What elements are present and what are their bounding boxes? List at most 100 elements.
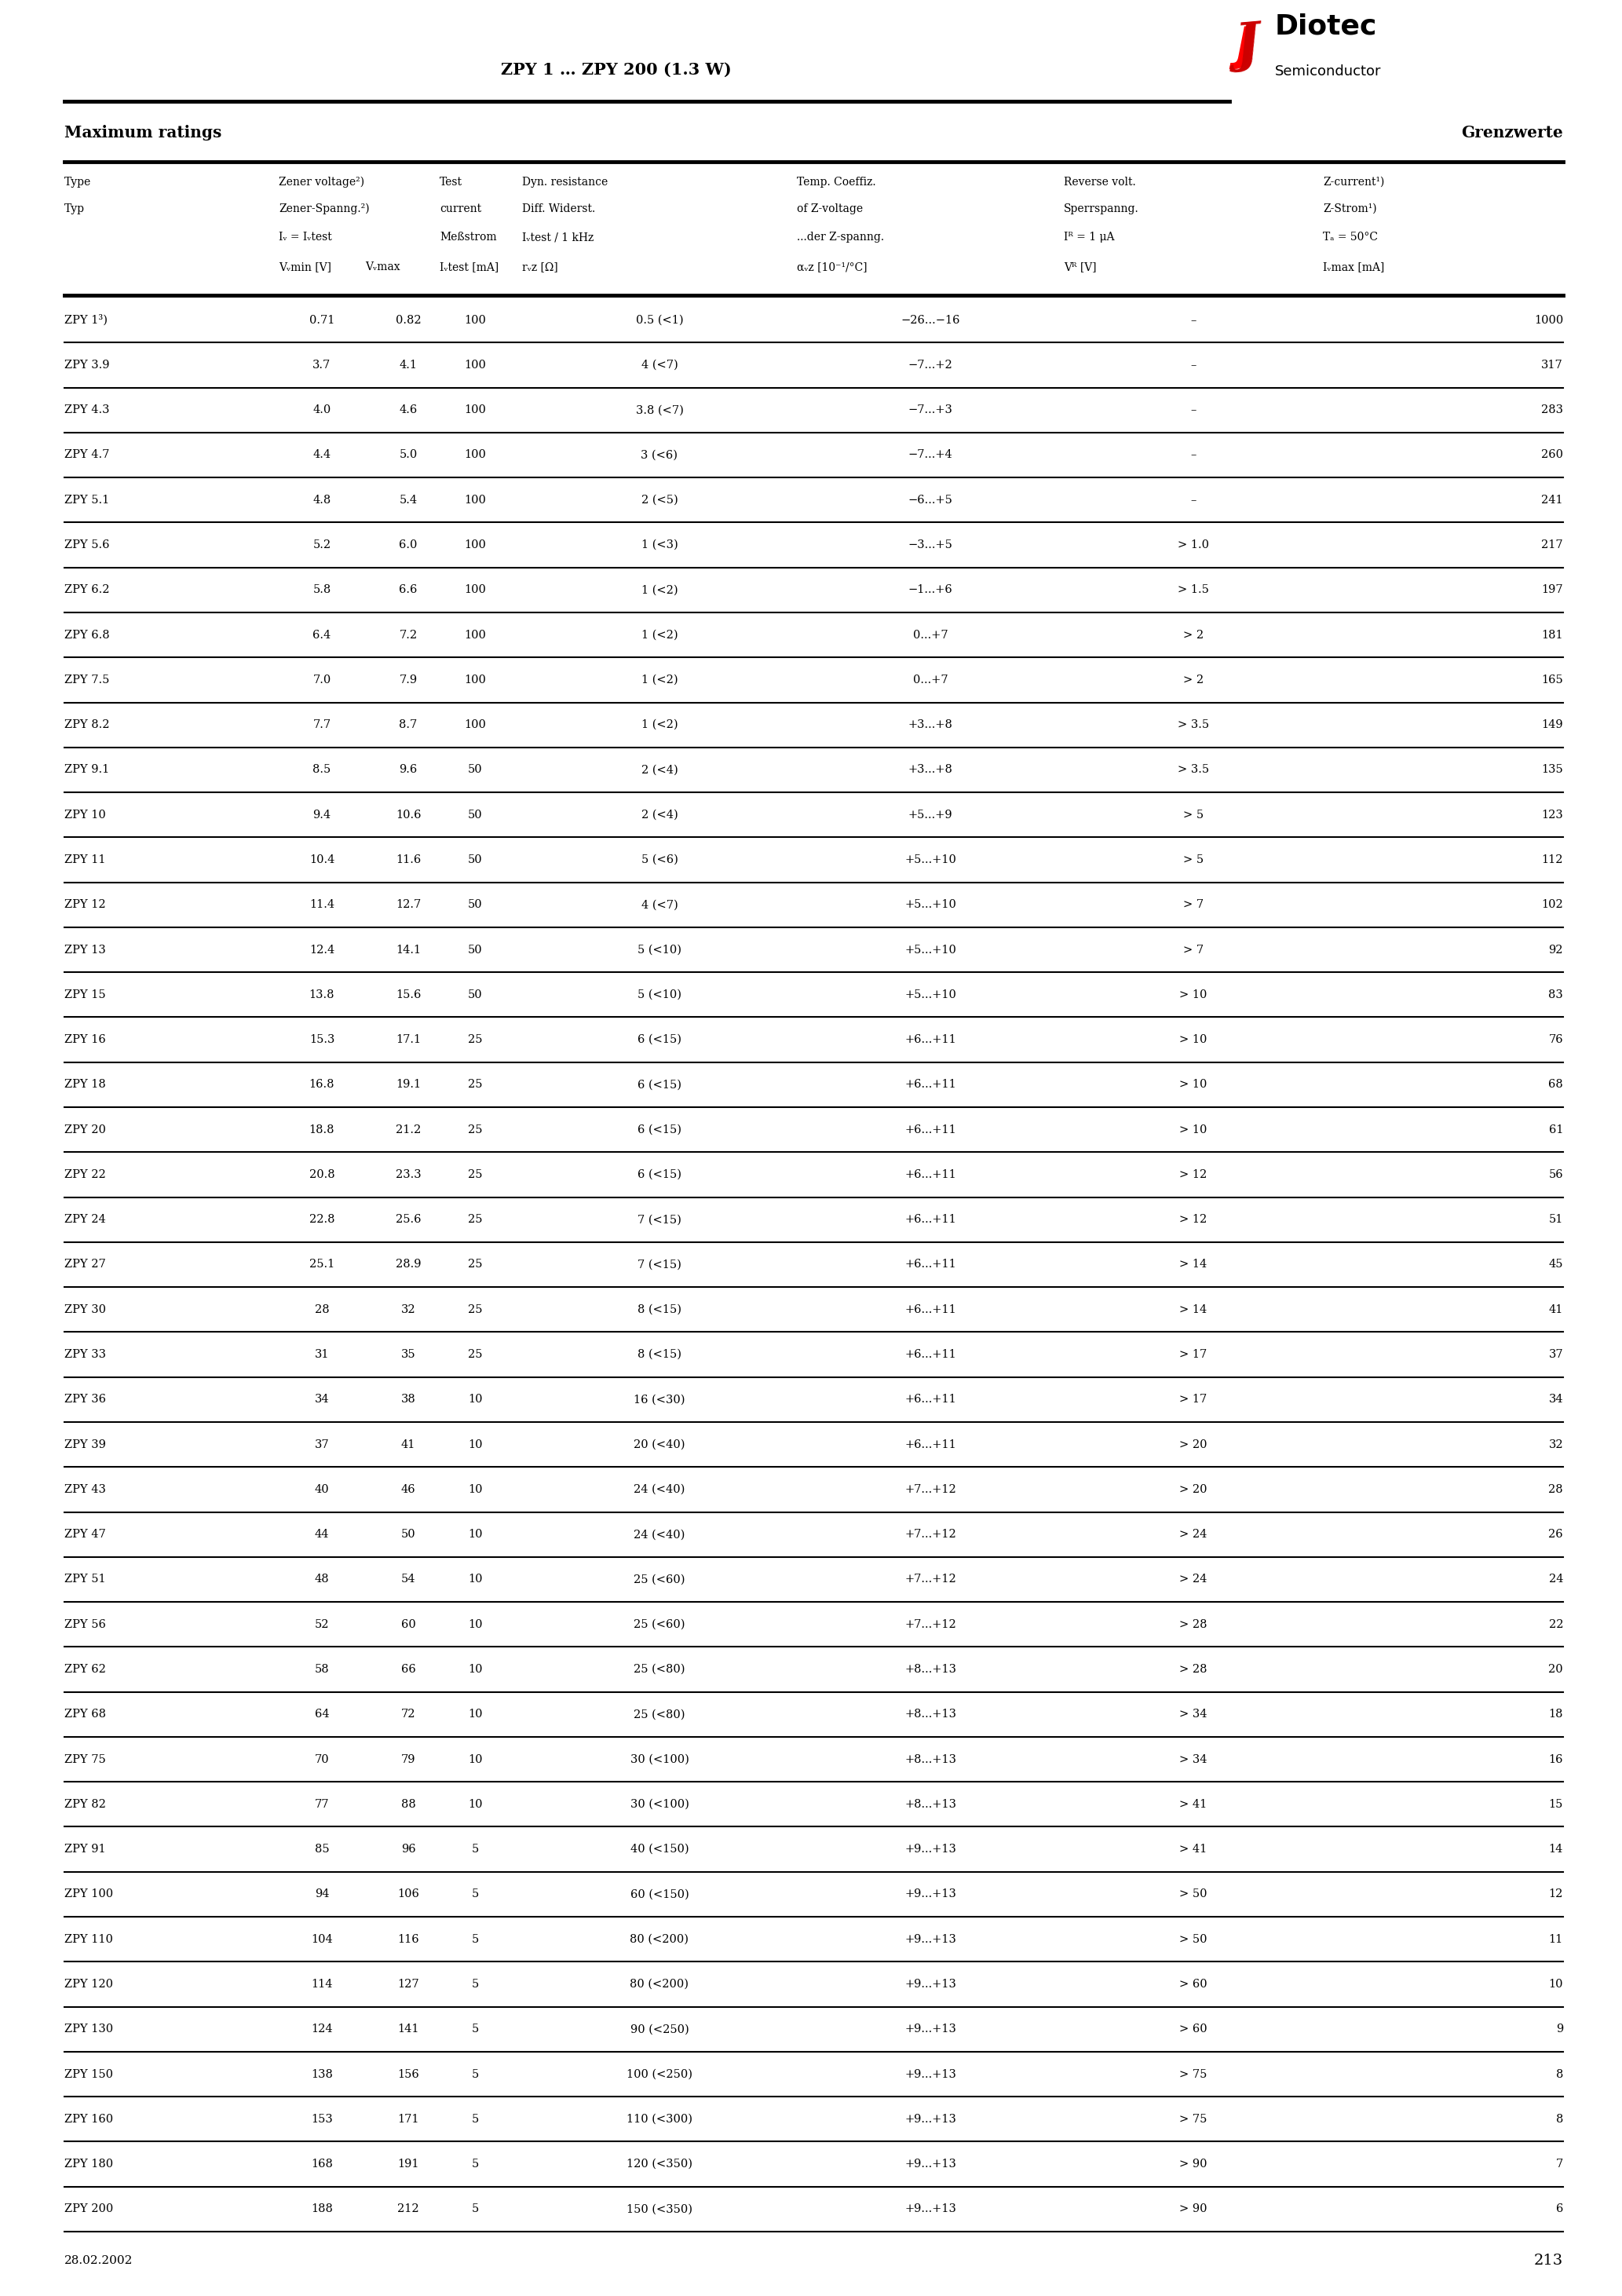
Text: Iᵥtest [mA]: Iᵥtest [mA] [440, 262, 498, 273]
Text: 25.1: 25.1 [310, 1258, 334, 1270]
Text: 19.1: 19.1 [396, 1079, 420, 1091]
Text: 10.6: 10.6 [396, 808, 422, 820]
Text: 8.5: 8.5 [313, 765, 331, 776]
Text: 10: 10 [467, 1798, 482, 1809]
Text: 123: 123 [1541, 808, 1564, 820]
Text: 5.2: 5.2 [313, 540, 331, 551]
Text: +5...+10: +5...+10 [905, 990, 957, 1001]
Text: 16 (<30): 16 (<30) [634, 1394, 684, 1405]
Text: 25 (<60): 25 (<60) [634, 1619, 684, 1630]
Text: > 60: > 60 [1179, 2023, 1207, 2034]
Text: > 10: > 10 [1179, 1033, 1207, 1045]
Text: 50: 50 [467, 765, 482, 776]
Text: 25: 25 [467, 1304, 482, 1316]
Text: 1 (<2): 1 (<2) [641, 629, 678, 641]
Text: 153: 153 [311, 2115, 333, 2124]
Text: 156: 156 [397, 2069, 418, 2080]
Text: 110 (<300): 110 (<300) [626, 2115, 693, 2124]
Text: 4.6: 4.6 [399, 404, 417, 416]
Text: 38: 38 [401, 1394, 415, 1405]
Text: > 75: > 75 [1179, 2069, 1207, 2080]
Text: 85: 85 [315, 1844, 329, 1855]
Text: 76: 76 [1549, 1033, 1564, 1045]
Text: 100: 100 [464, 629, 487, 641]
Text: 1 (<2): 1 (<2) [641, 719, 678, 730]
Text: +7...+12: +7...+12 [905, 1619, 955, 1630]
Text: 0.82: 0.82 [396, 315, 422, 326]
Text: 54: 54 [401, 1575, 415, 1584]
Text: 4 (<7): 4 (<7) [641, 360, 678, 370]
Text: 168: 168 [311, 2158, 333, 2170]
Text: 10: 10 [467, 1619, 482, 1630]
Text: 100 (<250): 100 (<250) [626, 2069, 693, 2080]
Text: 5: 5 [472, 1933, 478, 1945]
Text: 8: 8 [1555, 2115, 1564, 2124]
Text: > 5: > 5 [1182, 854, 1204, 866]
Text: −6...+5: −6...+5 [908, 494, 952, 505]
Text: 6.6: 6.6 [399, 585, 417, 595]
Text: Vᴿ [V]: Vᴿ [V] [1064, 262, 1096, 273]
Text: 28.02.2002: 28.02.2002 [65, 2255, 133, 2266]
Text: 283: 283 [1541, 404, 1564, 416]
Text: 4.1: 4.1 [399, 360, 417, 370]
Text: –: – [1191, 360, 1197, 370]
Text: 4.0: 4.0 [313, 404, 331, 416]
Text: 15.3: 15.3 [310, 1033, 334, 1045]
Text: 6 (<15): 6 (<15) [637, 1169, 681, 1180]
Text: ZPY 16: ZPY 16 [65, 1033, 105, 1045]
Text: 6.4: 6.4 [313, 629, 331, 641]
Text: –: – [1191, 494, 1197, 505]
Text: 48: 48 [315, 1575, 329, 1584]
Text: 5 (<10): 5 (<10) [637, 990, 681, 1001]
Text: Iᵥtest / 1 kHz: Iᵥtest / 1 kHz [522, 232, 594, 243]
Text: Test: Test [440, 177, 462, 188]
Text: +7...+12: +7...+12 [905, 1483, 955, 1495]
Text: 41: 41 [1549, 1304, 1564, 1316]
Text: ZPY 39: ZPY 39 [65, 1440, 105, 1451]
Text: 317: 317 [1541, 360, 1564, 370]
Text: Tₐ = 50°C: Tₐ = 50°C [1324, 232, 1377, 243]
Text: ZPY 4.3: ZPY 4.3 [65, 404, 110, 416]
Text: ZPY 10: ZPY 10 [65, 808, 105, 820]
Text: 7.2: 7.2 [399, 629, 417, 641]
Text: ZPY 33: ZPY 33 [65, 1350, 105, 1359]
Text: ZPY 200: ZPY 200 [65, 2204, 114, 2216]
Text: ...der Z-spanng.: ...der Z-spanng. [796, 232, 884, 243]
Text: 25: 25 [467, 1079, 482, 1091]
Text: 23.3: 23.3 [396, 1169, 422, 1180]
Text: > 34: > 34 [1179, 1754, 1207, 1766]
Text: 25: 25 [467, 1215, 482, 1226]
Text: 1000: 1000 [1534, 315, 1564, 326]
Text: > 1.0: > 1.0 [1178, 540, 1208, 551]
Text: 3.7: 3.7 [313, 360, 331, 370]
Text: > 10: > 10 [1179, 1079, 1207, 1091]
Text: +6...+11: +6...+11 [905, 1169, 955, 1180]
Text: > 50: > 50 [1179, 1890, 1207, 1899]
Text: 10: 10 [467, 1665, 482, 1674]
Text: 83: 83 [1549, 990, 1564, 1001]
Text: ZPY 30: ZPY 30 [65, 1304, 105, 1316]
Text: 217: 217 [1541, 540, 1564, 551]
Text: 116: 116 [397, 1933, 418, 1945]
Text: ZPY 150: ZPY 150 [65, 2069, 114, 2080]
Text: 8.7: 8.7 [399, 719, 417, 730]
Text: 46: 46 [401, 1483, 415, 1495]
Text: +9...+13: +9...+13 [905, 1890, 957, 1899]
Text: −7...+3: −7...+3 [908, 404, 952, 416]
Text: 0...+7: 0...+7 [913, 675, 947, 687]
Text: 6: 6 [1555, 2204, 1564, 2216]
Text: +8...+13: +8...+13 [905, 1665, 957, 1674]
Text: Meßstrom: Meßstrom [440, 232, 496, 243]
Text: 16.8: 16.8 [310, 1079, 334, 1091]
Text: 66: 66 [401, 1665, 415, 1674]
Text: > 90: > 90 [1179, 2158, 1207, 2170]
Text: Vᵥmax: Vᵥmax [365, 262, 401, 273]
Text: 1 (<2): 1 (<2) [641, 585, 678, 595]
Text: 1 (<2): 1 (<2) [641, 675, 678, 687]
Text: 40 (<150): 40 (<150) [631, 1844, 689, 1855]
Text: 28: 28 [315, 1304, 329, 1316]
Text: 100: 100 [464, 675, 487, 687]
Text: 60: 60 [401, 1619, 415, 1630]
Text: 30 (<100): 30 (<100) [629, 1798, 689, 1809]
Text: ZPY 22: ZPY 22 [65, 1169, 105, 1180]
